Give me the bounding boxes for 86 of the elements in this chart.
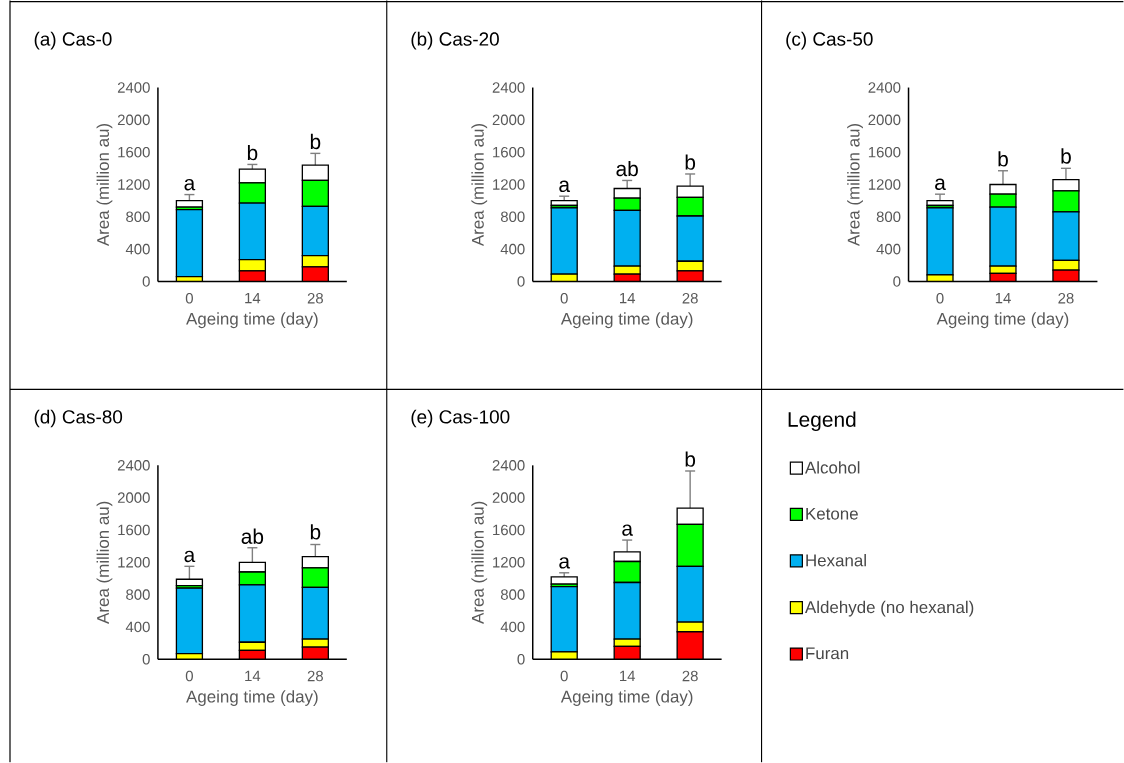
y-tick-label: 400: [500, 621, 525, 633]
x-tick-label: 28: [1058, 293, 1074, 304]
y-tick-label: 1200: [868, 179, 901, 190]
annotation: b: [310, 133, 321, 150]
y-tick-label: 1600: [118, 524, 150, 536]
y-tick-label: 1600: [493, 524, 525, 536]
annotation: a: [559, 180, 571, 193]
annotation: a: [184, 550, 196, 563]
y-tick-label: 0: [142, 276, 150, 287]
x-tick-label: 0: [185, 293, 193, 304]
y-tick-label: 400: [125, 243, 150, 255]
y-tick-label: 2400: [492, 460, 525, 471]
x-tick-label: 14: [245, 293, 261, 304]
chart-title: (d) Cas-80: [34, 409, 123, 428]
y-tick-label: 800: [126, 211, 150, 223]
x-axis-title: Ageing time (day): [936, 312, 1069, 329]
y-tick-label: 1200: [493, 179, 525, 190]
y-tick-label: 2000: [117, 114, 150, 126]
y-axis-title: Area (million au): [96, 124, 113, 247]
x-tick-label: 14: [620, 293, 636, 304]
y-tick-label: 2400: [868, 82, 901, 93]
y-tick-label: 1200: [493, 557, 525, 568]
y-tick-label: 800: [500, 589, 525, 600]
annotation: a: [184, 179, 196, 191]
y-axis-title: Area (million au): [471, 501, 488, 624]
annotation: b: [1061, 148, 1071, 164]
y-tick-label: 2000: [492, 492, 525, 504]
y-tick-label: 1200: [118, 179, 150, 190]
y-axis-title: Area (million au): [471, 124, 488, 247]
annotation: b: [998, 151, 1008, 167]
x-tick-label: 14: [245, 670, 261, 682]
y-tick-label: 1200: [118, 557, 150, 568]
legend-label: Alcohol: [804, 461, 860, 474]
chart-title: (e) Cas-100: [411, 409, 510, 428]
annotation: b: [310, 524, 321, 540]
y-tick-label: 2000: [117, 492, 150, 504]
legend-label: Aldehyde (no hexanal): [804, 600, 974, 617]
legend-title: Legend: [788, 411, 856, 432]
x-axis-title: Ageing time (day): [186, 690, 318, 707]
x-tick-label: 14: [620, 670, 636, 682]
x-axis-title: Ageing time (day): [560, 312, 693, 329]
chart-title: (a) Cas-0: [34, 31, 112, 50]
y-tick-label: 0: [893, 276, 901, 287]
x-tick-label: 28: [682, 670, 698, 682]
y-tick-label: 1600: [493, 146, 525, 158]
x-tick-label: 0: [560, 670, 568, 682]
x-tick-label: 0: [936, 293, 944, 304]
x-tick-label: 28: [682, 293, 698, 304]
annotation: ab: [241, 528, 264, 545]
legend-label: Ketone: [806, 508, 858, 520]
y-tick-label: 2400: [117, 460, 150, 471]
y-tick-label: 800: [500, 211, 525, 223]
y-tick-label: 2400: [117, 82, 150, 93]
x-tick-label: 28: [307, 670, 323, 682]
x-axis-title: Ageing time (day): [186, 312, 318, 329]
annotation: ab: [616, 161, 638, 177]
y-tick-label: 800: [126, 589, 150, 600]
y-axis-title: Area (million au): [847, 124, 863, 247]
annotation: b: [247, 145, 258, 161]
y-tick-label: 400: [125, 621, 150, 633]
y-tick-label: 400: [876, 243, 901, 255]
y-tick-label: 2000: [868, 114, 901, 126]
y-tick-label: 400: [500, 243, 525, 255]
y-tick-label: 0: [517, 654, 525, 665]
annotation: b: [685, 154, 696, 170]
annotation: a: [559, 557, 571, 569]
x-tick-label: 0: [185, 670, 193, 682]
y-tick-label: 800: [876, 211, 901, 223]
annotation: b: [685, 451, 696, 467]
y-tick-label: 0: [517, 276, 525, 287]
chart-title: (c) Cas-50: [786, 31, 873, 50]
annotation: a: [622, 524, 633, 536]
chart-title: (b) Cas-20: [411, 31, 499, 50]
annotation: a: [935, 178, 946, 191]
x-tick-label: 14: [995, 293, 1011, 304]
legend-label: Hexanal: [806, 554, 866, 567]
y-tick-label: 2000: [492, 114, 525, 126]
y-axis-title: Area (million au): [96, 501, 113, 624]
y-tick-label: 2400: [492, 82, 525, 93]
y-tick-label: 1600: [868, 146, 901, 158]
x-axis-title: Ageing time (day): [560, 690, 693, 707]
x-tick-label: 0: [560, 293, 568, 304]
y-tick-label: 1600: [118, 146, 150, 158]
y-tick-label: 0: [142, 654, 150, 665]
x-tick-label: 28: [307, 293, 323, 304]
legend-label: Furan: [806, 647, 849, 660]
